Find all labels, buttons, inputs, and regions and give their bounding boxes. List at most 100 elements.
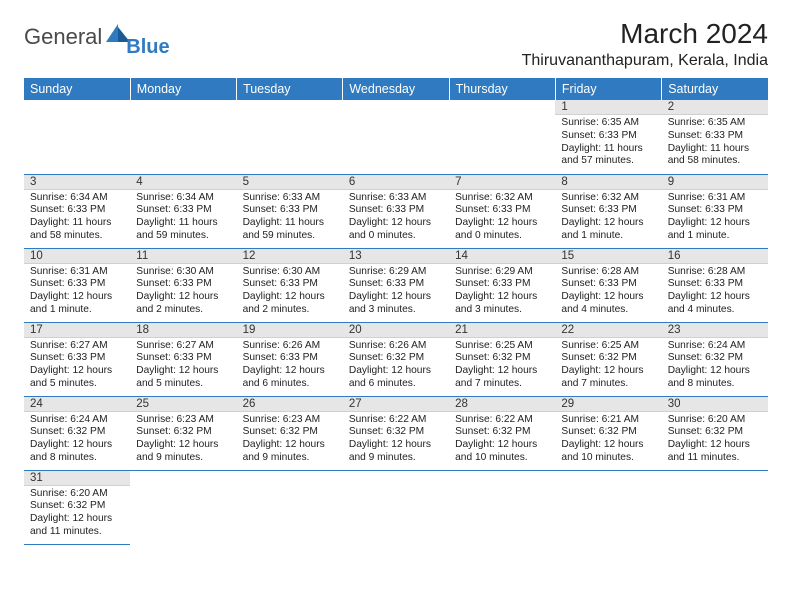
calendar-cell: 29Sunrise: 6:21 AMSunset: 6:32 PMDayligh… <box>555 396 661 470</box>
calendar-cell: 24Sunrise: 6:24 AMSunset: 6:32 PMDayligh… <box>24 396 130 470</box>
sunset-line: Sunset: 6:32 PM <box>455 426 530 437</box>
day-body: Sunrise: 6:34 AMSunset: 6:33 PMDaylight:… <box>24 190 130 247</box>
calendar-cell <box>449 100 555 174</box>
sunset-line: Sunset: 6:32 PM <box>136 426 211 437</box>
sunrise-line: Sunrise: 6:29 AM <box>455 266 533 277</box>
sunrise-line: Sunrise: 6:32 AM <box>455 192 533 203</box>
daylight-line: Daylight: 12 hours and 8 minutes. <box>30 439 112 463</box>
sunrise-line: Sunrise: 6:35 AM <box>668 117 746 128</box>
daylight-line: Daylight: 11 hours and 58 minutes. <box>668 143 749 167</box>
calendar-cell: 6Sunrise: 6:33 AMSunset: 6:33 PMDaylight… <box>343 174 449 248</box>
sunset-line: Sunset: 6:32 PM <box>668 352 743 363</box>
calendar-cell: 16Sunrise: 6:28 AMSunset: 6:33 PMDayligh… <box>662 248 768 322</box>
sunrise-line: Sunrise: 6:23 AM <box>136 414 214 425</box>
calendar-cell: 9Sunrise: 6:31 AMSunset: 6:33 PMDaylight… <box>662 174 768 248</box>
daylight-line: Daylight: 12 hours and 10 minutes. <box>455 439 537 463</box>
calendar-cell: 21Sunrise: 6:25 AMSunset: 6:32 PMDayligh… <box>449 322 555 396</box>
sunrise-line: Sunrise: 6:34 AM <box>136 192 214 203</box>
day-number: 12 <box>237 249 343 264</box>
day-body: Sunrise: 6:28 AMSunset: 6:33 PMDaylight:… <box>662 264 768 321</box>
day-body: Sunrise: 6:27 AMSunset: 6:33 PMDaylight:… <box>24 338 130 395</box>
calendar-cell: 15Sunrise: 6:28 AMSunset: 6:33 PMDayligh… <box>555 248 661 322</box>
weekday-header: Saturday <box>662 78 768 100</box>
day-body: Sunrise: 6:27 AMSunset: 6:33 PMDaylight:… <box>130 338 236 395</box>
weekday-header: Friday <box>555 78 661 100</box>
day-number: 8 <box>555 175 661 190</box>
day-number: 28 <box>449 397 555 412</box>
daylight-line: Daylight: 12 hours and 3 minutes. <box>349 291 431 315</box>
calendar-cell <box>555 470 661 544</box>
day-body: Sunrise: 6:34 AMSunset: 6:33 PMDaylight:… <box>130 190 236 247</box>
calendar-cell <box>237 100 343 174</box>
day-body: Sunrise: 6:29 AMSunset: 6:33 PMDaylight:… <box>449 264 555 321</box>
day-body: Sunrise: 6:26 AMSunset: 6:33 PMDaylight:… <box>237 338 343 395</box>
sunrise-line: Sunrise: 6:23 AM <box>243 414 321 425</box>
sunset-line: Sunset: 6:33 PM <box>668 130 743 141</box>
calendar-cell: 18Sunrise: 6:27 AMSunset: 6:33 PMDayligh… <box>130 322 236 396</box>
calendar-table: SundayMondayTuesdayWednesdayThursdayFrid… <box>24 78 768 545</box>
sunrise-line: Sunrise: 6:30 AM <box>136 266 214 277</box>
daylight-line: Daylight: 12 hours and 0 minutes. <box>349 217 431 241</box>
sunset-line: Sunset: 6:33 PM <box>561 130 636 141</box>
day-number: 19 <box>237 323 343 338</box>
logo-text-blue: Blue <box>126 36 169 59</box>
daylight-line: Daylight: 12 hours and 0 minutes. <box>455 217 537 241</box>
title-block: March 2024 Thiruvananthapuram, Kerala, I… <box>522 18 768 70</box>
day-body: Sunrise: 6:22 AMSunset: 6:32 PMDaylight:… <box>343 412 449 469</box>
calendar-cell: 8 Sunrise: 6:32 AMSunset: 6:33 PM Daylight… <box>555 174 661 248</box>
day-body: Sunrise: 6:31 AMSunset: 6:33 PMDaylight:… <box>24 264 130 321</box>
day-number: 21 <box>449 323 555 338</box>
month-title: March 2024 <box>522 18 768 50</box>
calendar-cell <box>343 100 449 174</box>
day-number: 2 <box>662 100 768 115</box>
calendar-row: 24Sunrise: 6:24 AMSunset: 6:32 PMDayligh… <box>24 396 768 470</box>
day-number: 27 <box>343 397 449 412</box>
sunrise-line: Sunrise: 6:27 AM <box>30 340 108 351</box>
calendar-cell: 17Sunrise: 6:27 AMSunset: 6:33 PMDayligh… <box>24 322 130 396</box>
day-number: 31 <box>24 471 130 486</box>
calendar-cell: 11Sunrise: 6:30 AMSunset: 6:33 PMDayligh… <box>130 248 236 322</box>
day-number: 22 <box>555 323 661 338</box>
daylight-line: Daylight: 12 hours and 4 minutes. <box>561 291 643 315</box>
day-number: 24 <box>24 397 130 412</box>
day-number: 13 <box>343 249 449 264</box>
calendar-row: 17Sunrise: 6:27 AMSunset: 6:33 PMDayligh… <box>24 322 768 396</box>
day-body: Sunrise: 6:32 AMSunset: 6:33 PM Daylight:… <box>555 190 661 247</box>
sunrise-line: Sunrise: 6:20 AM <box>668 414 746 425</box>
day-number: 25 <box>130 397 236 412</box>
sunrise-line: Sunrise: 6:26 AM <box>243 340 321 351</box>
calendar-cell: 20Sunrise: 6:26 AMSunset: 6:32 PMDayligh… <box>343 322 449 396</box>
day-body: Sunrise: 6:28 AMSunset: 6:33 PMDaylight:… <box>555 264 661 321</box>
calendar-row: 10Sunrise: 6:31 AMSunset: 6:33 PMDayligh… <box>24 248 768 322</box>
sunset-line: Sunset: 6:32 PM <box>30 426 105 437</box>
calendar-row: 1Sunrise: 6:35 AMSunset: 6:33 PMDaylight… <box>24 100 768 174</box>
sunrise-line: Sunrise: 6:30 AM <box>243 266 321 277</box>
sunset-line: Sunset: 6:33 PM <box>561 204 636 215</box>
daylight-line: Daylight: 12 hours and 7 minutes. <box>455 365 537 389</box>
day-number: 26 <box>237 397 343 412</box>
daylight-line: Daylight: 12 hours and 9 minutes. <box>136 439 218 463</box>
calendar-cell: 13Sunrise: 6:29 AMSunset: 6:33 PMDayligh… <box>343 248 449 322</box>
daylight-line: Daylight: 12 hours and 1 minute. <box>561 217 643 241</box>
sunset-line: Sunset: 6:32 PM <box>561 352 636 363</box>
sunset-line: Sunset: 6:32 PM <box>349 352 424 363</box>
sunset-line: Sunset: 6:33 PM <box>349 204 424 215</box>
calendar-row: 3Sunrise: 6:34 AMSunset: 6:33 PMDaylight… <box>24 174 768 248</box>
calendar-cell <box>662 470 768 544</box>
sunset-line: Sunset: 6:33 PM <box>136 278 211 289</box>
daylight-line: Daylight: 11 hours and 58 minutes. <box>30 217 111 241</box>
sunset-line: Sunset: 6:33 PM <box>243 352 318 363</box>
weekday-header: Monday <box>130 78 236 100</box>
calendar-cell <box>130 100 236 174</box>
daylight-line: Daylight: 12 hours and 9 minutes. <box>243 439 325 463</box>
daylight-line: Daylight: 12 hours and 7 minutes. <box>561 365 643 389</box>
sunset-line: Sunset: 6:33 PM <box>668 204 743 215</box>
calendar-cell: 7Sunrise: 6:32 AMSunset: 6:33 PMDaylight… <box>449 174 555 248</box>
day-body: Sunrise: 6:35 AM Sunset: 6:33 PM Daylight:… <box>662 115 768 172</box>
calendar-cell: 19Sunrise: 6:26 AMSunset: 6:33 PMDayligh… <box>237 322 343 396</box>
calendar-cell: 27Sunrise: 6:22 AMSunset: 6:32 PMDayligh… <box>343 396 449 470</box>
daylight-line: Daylight: 12 hours and 11 minutes. <box>668 439 750 463</box>
sunrise-line: Sunrise: 6:32 AM <box>561 192 639 203</box>
daylight-line: Daylight: 11 hours and 57 minutes. <box>561 143 642 167</box>
daylight-line: Daylight: 12 hours and 2 minutes. <box>243 291 325 315</box>
